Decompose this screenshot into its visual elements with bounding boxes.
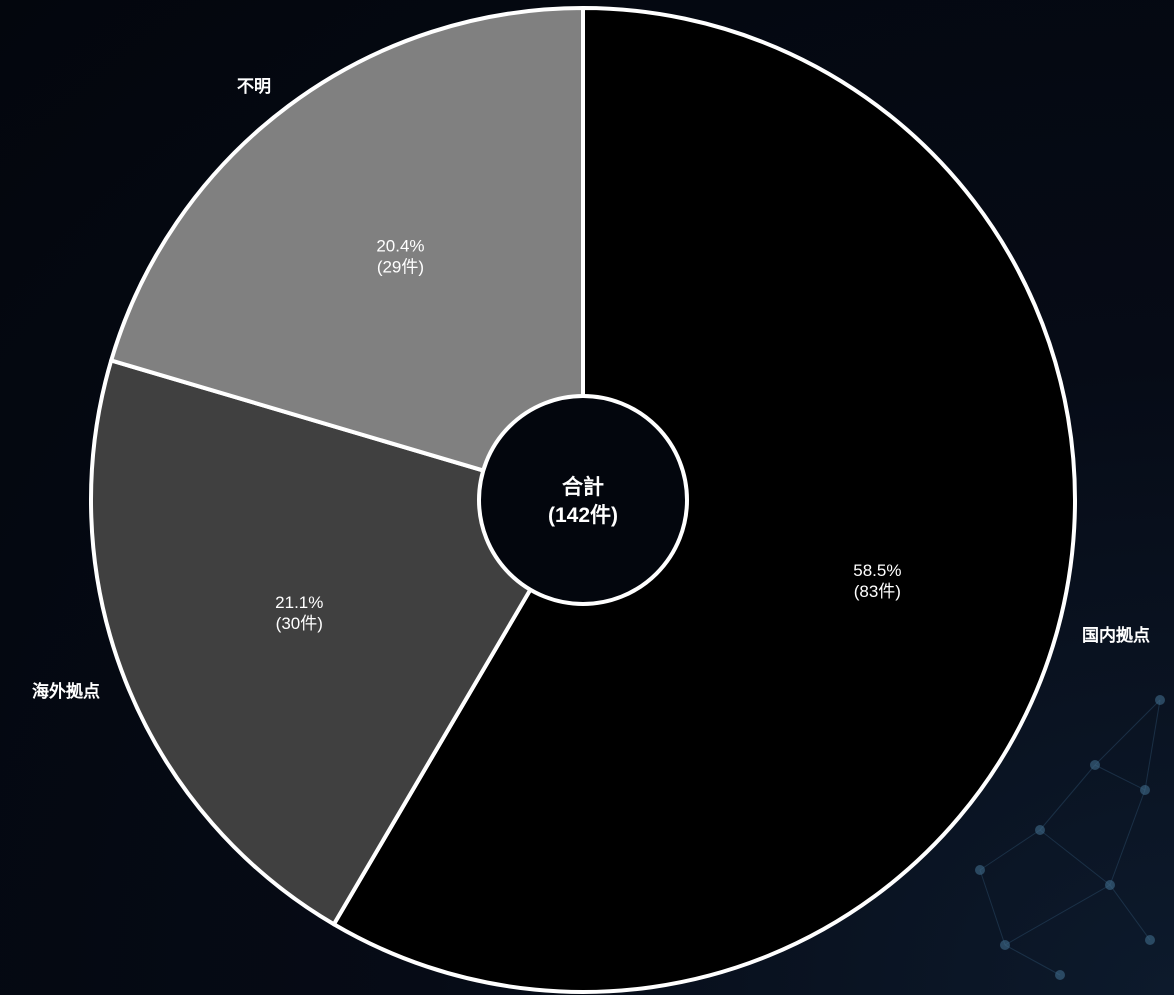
pie-slice-2 [89,358,585,927]
network-line [1004,884,1111,946]
network-node [1000,940,1010,950]
network-node [1035,825,1045,835]
network-node [1090,760,1100,770]
center-hole [477,394,689,606]
network-line [1109,789,1146,886]
pie-slice-3 [109,6,585,502]
slice-category-label: 海外拠点 [32,681,100,701]
slice-count-label: (30件) [276,614,323,633]
network-line [1039,764,1096,831]
network-node [975,865,985,875]
center-total-value: (142件) [548,504,618,527]
network-background [975,695,1165,980]
slice-labels: 58.5% (83件) 国内拠点 21.1% (30件) 海外拠点 20.4% (29件) 不明 [32,77,1150,701]
network-node [1155,695,1165,705]
network-line [1039,829,1111,886]
network-line [1109,884,1151,941]
slice-percent-label: 20.4% [376,237,424,256]
pie-slice-1 [331,6,1077,994]
slice-percent-label: 58.5% [853,561,901,580]
network-line [1094,699,1161,766]
network-node [1055,970,1065,980]
slice-count-label: (83件) [854,582,901,601]
slice-count-label: (29件) [377,258,424,277]
network-node [1140,785,1150,795]
center-total-label: 合計 [562,475,604,499]
network-line [1004,944,1061,976]
network-line [1144,699,1161,791]
network-line [1094,764,1146,791]
network-node [1145,935,1155,945]
network-line [979,869,1006,946]
pie-slices [89,6,1077,994]
network-line [979,829,1041,871]
network-node [1105,880,1115,890]
slice-category-label: 国内拠点 [1082,625,1150,645]
slice-category-label: 不明 [237,77,271,96]
slice-percent-label: 21.1% [275,593,323,612]
